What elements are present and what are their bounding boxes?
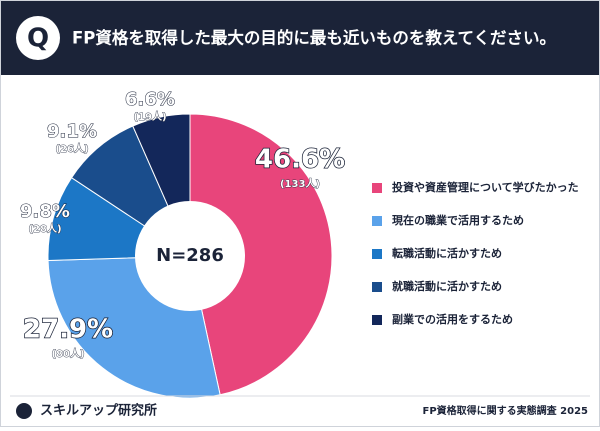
legend-label: 副業での活用をするため bbox=[392, 312, 513, 326]
legend-label: 投資や資産管理について学びたかった bbox=[392, 180, 579, 194]
count-label: (133人) bbox=[280, 177, 320, 190]
center-label: N=286 bbox=[156, 245, 224, 266]
value-label: 27.9% bbox=[23, 315, 113, 345]
q-icon: Q bbox=[27, 24, 49, 54]
value-label: 9.8% bbox=[20, 201, 70, 222]
brand: スキルアップ研究所 bbox=[40, 403, 157, 419]
donut-hole bbox=[135, 201, 245, 311]
chart-title: FP資格を取得した最大の目的に最も近いものを教えてください。 bbox=[72, 28, 556, 48]
count-label: (19人) bbox=[133, 110, 166, 123]
header bbox=[1, 1, 599, 75]
legend-swatch bbox=[372, 282, 382, 292]
legend-swatch bbox=[372, 183, 382, 193]
value-label: 9.1% bbox=[47, 121, 97, 142]
legend-swatch bbox=[372, 216, 382, 226]
legend-label: 転職活動に活かすため bbox=[392, 246, 502, 260]
value-label: 6.6% bbox=[125, 89, 175, 110]
source: FP資格取得に関する実態調査 2025 bbox=[423, 404, 589, 417]
legend-swatch bbox=[372, 315, 382, 325]
count-label: (80人) bbox=[51, 347, 84, 360]
count-label: (28人) bbox=[28, 222, 61, 235]
slice bbox=[189, 113, 333, 396]
legend-label: 就職活動に活かすため bbox=[392, 279, 502, 293]
brand-logo bbox=[16, 403, 32, 419]
legend-swatch bbox=[372, 249, 382, 259]
q-badge bbox=[16, 16, 60, 60]
value-label: 46.6% bbox=[255, 145, 345, 175]
count-label: (26人) bbox=[55, 142, 88, 155]
legend-label: 現在の職業で活用するため bbox=[392, 213, 524, 227]
